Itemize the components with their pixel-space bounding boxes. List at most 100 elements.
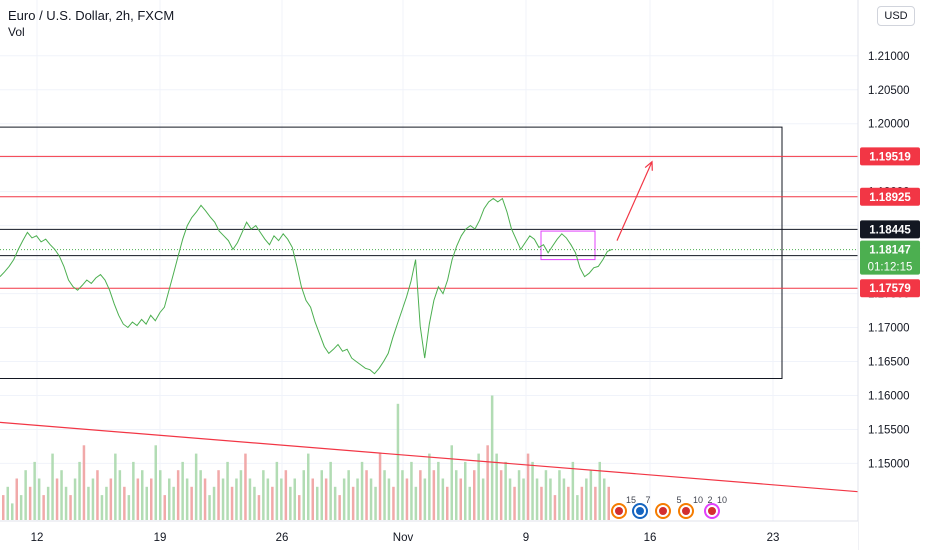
volume-bar — [91, 478, 95, 520]
price-axis[interactable]: 1.210001.205001.200001.195001.190001.185… — [857, 0, 932, 550]
volume-bar — [69, 495, 72, 520]
level-price-tag-bg[interactable] — [860, 147, 920, 166]
level-price-tag[interactable]: 1.18925 — [869, 192, 911, 204]
level-price-tag-bg[interactable] — [860, 220, 920, 239]
volume-bar — [513, 486, 516, 520]
volume-bar — [262, 470, 265, 520]
volume-bar — [100, 495, 104, 520]
volume-bar — [383, 470, 386, 520]
volume-bar — [109, 478, 113, 520]
volume-bar — [607, 486, 610, 520]
volume-bar — [190, 486, 193, 520]
volume-bar — [351, 486, 355, 520]
volume-bar — [163, 495, 166, 520]
volume-bar — [464, 461, 467, 520]
volume-bar — [558, 470, 561, 520]
volume-bar — [271, 486, 274, 520]
volume-bar — [15, 478, 18, 520]
volume-bar — [311, 478, 314, 520]
time-tick-label: 26 — [276, 532, 289, 544]
event-flag-dot — [636, 507, 644, 515]
volume-bar — [302, 470, 305, 520]
pattern-box[interactable] — [540, 230, 596, 261]
volume-bar — [172, 486, 175, 520]
drawing-boxes[interactable] — [0, 126, 783, 379]
volume-bar — [33, 461, 36, 520]
projection-arrow[interactable] — [616, 160, 653, 241]
volume-bar — [571, 461, 575, 520]
current-price-tag-bg[interactable] — [860, 240, 920, 275]
volume-bar — [87, 486, 90, 520]
level-price-tag[interactable]: 1.19519 — [869, 151, 911, 163]
price-tick-label: 1.17000 — [868, 323, 910, 335]
volume-bar — [316, 486, 319, 520]
volume-bar — [217, 470, 220, 520]
volume-bar — [585, 478, 588, 520]
currency-button[interactable]: USD — [877, 6, 915, 26]
volume-bar — [387, 478, 391, 520]
volume-bar — [369, 478, 373, 520]
volume-bar — [338, 495, 341, 520]
volume-bar — [42, 495, 45, 520]
volume-bar — [392, 486, 395, 520]
volume-bar — [6, 486, 9, 520]
volume-bar — [280, 478, 283, 520]
volume-bar — [540, 486, 543, 520]
volume-bar — [235, 478, 238, 520]
volume-bar — [73, 478, 77, 520]
volume-bar — [154, 445, 157, 520]
volume-bar — [226, 461, 229, 520]
level-price-tag-bg[interactable] — [860, 279, 920, 298]
volume-bar — [360, 461, 364, 520]
volume-bar — [293, 478, 296, 520]
level-price-tag-bg[interactable] — [860, 187, 920, 206]
volume-bar — [118, 470, 122, 520]
volume-bar — [342, 478, 346, 520]
volume-bar — [531, 461, 534, 520]
volume-bar — [576, 495, 579, 520]
symbol-title[interactable]: Euro / U.S. Dollar, 2h, FXCM — [8, 8, 175, 23]
horizontal-levels[interactable] — [0, 155, 858, 289]
volume-pane — [0, 395, 859, 520]
price-tick-label: 1.21000 — [868, 51, 910, 63]
event-label: 7 — [645, 495, 650, 505]
volume-bar — [414, 486, 418, 520]
volume-bar — [481, 478, 485, 520]
volume-bar — [410, 461, 413, 520]
projection-line[interactable] — [616, 161, 653, 241]
volume-bar — [459, 478, 462, 520]
volume-bar — [549, 478, 552, 520]
volume-bar — [212, 486, 216, 520]
volume-bar — [446, 486, 449, 520]
range-box[interactable] — [0, 126, 783, 379]
volume-bar — [275, 461, 279, 520]
volume-bar — [508, 478, 512, 520]
volume-bar — [589, 470, 593, 520]
chart-grid — [0, 0, 858, 521]
volume-bar — [504, 461, 507, 520]
price-tick-label: 1.20500 — [868, 85, 910, 97]
volume-bar — [203, 478, 207, 520]
volume-bar — [105, 486, 108, 520]
time-tick-label: 9 — [523, 532, 529, 544]
time-tick-label: 12 — [31, 532, 44, 544]
volume-bar — [356, 478, 359, 520]
price-tick-label: 1.15000 — [868, 458, 910, 470]
volume-bar — [159, 470, 162, 520]
volume-bar — [37, 478, 41, 520]
volume-bar — [401, 470, 404, 520]
event-markers[interactable]: 15 7 5 10 2 10 — [611, 495, 727, 519]
current-price-tag[interactable]: 1.18147 — [869, 245, 911, 257]
volume-bar — [333, 486, 337, 520]
time-axis[interactable]: 12 19 26 Nov 9 16 23 — [0, 520, 858, 550]
volume-bar — [365, 470, 368, 520]
volume-trendline[interactable] — [0, 421, 859, 493]
volume-bar — [28, 486, 32, 520]
level-price-tag[interactable]: 1.18445 — [869, 224, 911, 236]
volume-bar — [176, 470, 180, 520]
event-label: 10 — [717, 495, 727, 505]
level-price-tag[interactable]: 1.17579 — [869, 283, 911, 295]
volume-bar — [248, 478, 252, 520]
volume-bar — [194, 453, 198, 520]
